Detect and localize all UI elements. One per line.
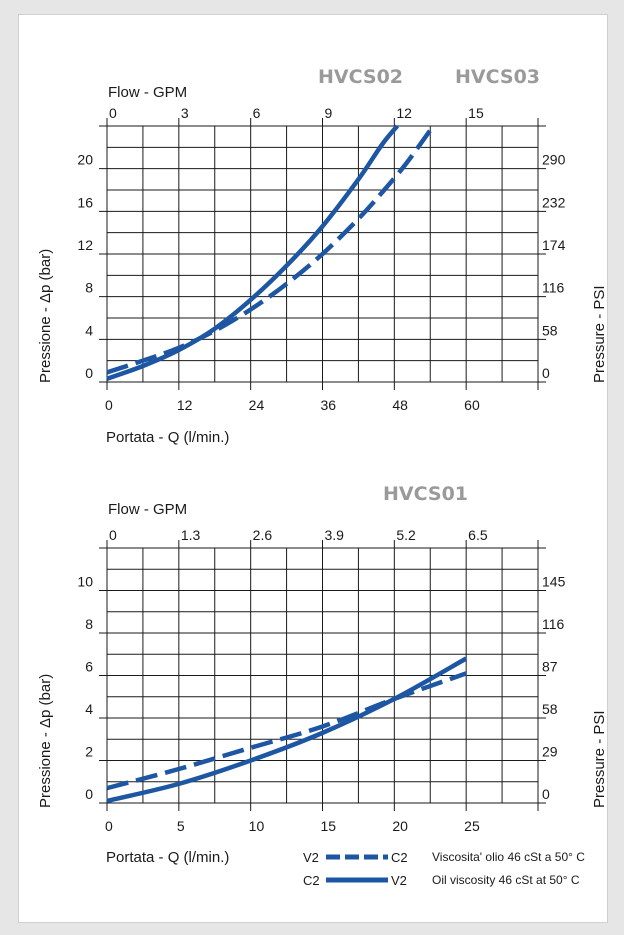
chart2-top-tick: 5.2 (396, 527, 416, 543)
chart2-top-axis-label: Flow - GPM (108, 501, 187, 518)
chart2-y-tick: 6 (85, 659, 93, 675)
chart1-top-axis-label: Flow - GPM (108, 84, 187, 101)
chart1-solid-curve (106, 124, 400, 381)
chart2-y-tick: 4 (85, 701, 93, 717)
legend-row1-right: C2 (391, 850, 408, 865)
chart1-y-tick: 8 (85, 280, 93, 296)
chart2-dashed-curve (106, 671, 467, 791)
chart2-top-tick: 6.5 (468, 527, 488, 543)
chart1-grid (99, 118, 546, 390)
chart1-y-tick: 4 (85, 322, 93, 338)
chart-2: HVCS01 Flow - GPM Portata - Q (l/min.) P… (37, 483, 608, 866)
chart2-right-tick: 87 (542, 659, 558, 675)
chart1-x-tick: 12 (177, 397, 193, 413)
chart2-right-tick: 29 (542, 744, 558, 760)
legend-row2-left: C2 (303, 873, 320, 888)
chart2-y-axis-label: Pressione - Δp (bar) (37, 674, 54, 808)
chart2-ticks: 0 5 10 15 20 25 0 1.3 2.6 3.9 5.2 6.5 0 2 4 6 8 10 0 29 58 87… (77, 527, 565, 834)
chart1-series (106, 124, 436, 381)
chart1-x-tick: 36 (321, 397, 337, 413)
chart1-y-tick: 0 (85, 365, 93, 381)
chart1-top-tick: 6 (253, 105, 261, 121)
chart1-y-tick: 16 (77, 194, 93, 210)
legend-row2-right: V2 (391, 873, 407, 888)
chart2-y-tick: 8 (85, 616, 93, 632)
chart2-top-tick: 0 (109, 527, 117, 543)
chart1-dashed-curve (106, 124, 436, 375)
chart2-y-tick: 0 (85, 786, 93, 802)
chart1-x-axis-label: Portata - Q (l/min.) (106, 429, 229, 446)
chart2-y-tick: 2 (85, 744, 93, 760)
chart1-x-tick: 48 (392, 397, 408, 413)
legend-note-it: Viscosita' olio 46 cSt a 50° C (432, 850, 585, 864)
chart2-right-tick: 145 (542, 574, 566, 590)
chart1-right-tick: 0 (542, 365, 550, 381)
legend: V2 C2 C2 V2 Viscosita' olio 46 cSt a 50°… (303, 850, 585, 888)
chart2-x-tick: 25 (464, 818, 480, 834)
chart1-top-tick: 0 (109, 105, 117, 121)
chart2-y-tick: 10 (77, 574, 93, 590)
chart-1: HVCS02 HVCS03 Flow - GPM Portata - Q (l/… (37, 66, 608, 446)
chart1-right-tick: 290 (542, 152, 566, 168)
chart1-right-tick: 58 (542, 322, 558, 338)
chart1-y-axis-label: Pressione - Δp (bar) (37, 249, 54, 383)
chart1-top-tick: 12 (396, 105, 412, 121)
chart2-right-axis-label: Pressure - PSI (591, 710, 608, 808)
chart1-brand-1: HVCS02 (318, 66, 403, 88)
chart1-right-tick: 116 (542, 280, 565, 296)
chart2-right-tick: 0 (542, 786, 550, 802)
chart2-brand: HVCS01 (383, 483, 468, 505)
chart2-x-tick: 15 (321, 818, 337, 834)
chart1-top-tick: 9 (325, 105, 333, 121)
chart-card (18, 14, 608, 923)
chart1-right-tick: 174 (542, 237, 566, 253)
chart2-series (106, 656, 468, 804)
chart2-top-tick: 3.9 (325, 527, 345, 543)
chart2-top-tick: 2.6 (253, 527, 273, 543)
chart1-right-tick: 232 (542, 194, 566, 210)
chart2-x-axis-label: Portata - Q (l/min.) (106, 849, 229, 866)
chart2-top-tick: 1.3 (181, 527, 201, 543)
chart1-brand-2: HVCS03 (455, 66, 540, 88)
chart1-y-tick: 12 (77, 237, 93, 253)
chart2-right-tick: 116 (542, 616, 565, 632)
chart2-x-tick: 0 (105, 818, 113, 834)
chart1-ticks: 0 12 24 36 48 600 3 6 9 12 15048121620058116174232… (77, 105, 565, 413)
chart1-x-tick: 60 (464, 397, 480, 413)
chart1-x-tick: 0 (105, 397, 113, 413)
chart1-top-tick: 3 (181, 105, 189, 121)
chart2-x-tick: 20 (392, 818, 408, 834)
chart2-right-tick: 58 (542, 701, 558, 717)
legend-row1-left: V2 (303, 850, 319, 865)
chart1-x-tick: 24 (249, 397, 265, 413)
chart2-x-tick: 10 (249, 818, 265, 834)
chart2-x-tick: 5 (177, 818, 185, 834)
legend-note-en: Oil viscosity 46 cSt at 50° C (432, 873, 580, 887)
chart1-right-axis-label: Pressure - PSI (591, 285, 608, 383)
chart1-top-tick: 15 (468, 105, 484, 121)
chart1-y-tick: 20 (77, 152, 93, 168)
